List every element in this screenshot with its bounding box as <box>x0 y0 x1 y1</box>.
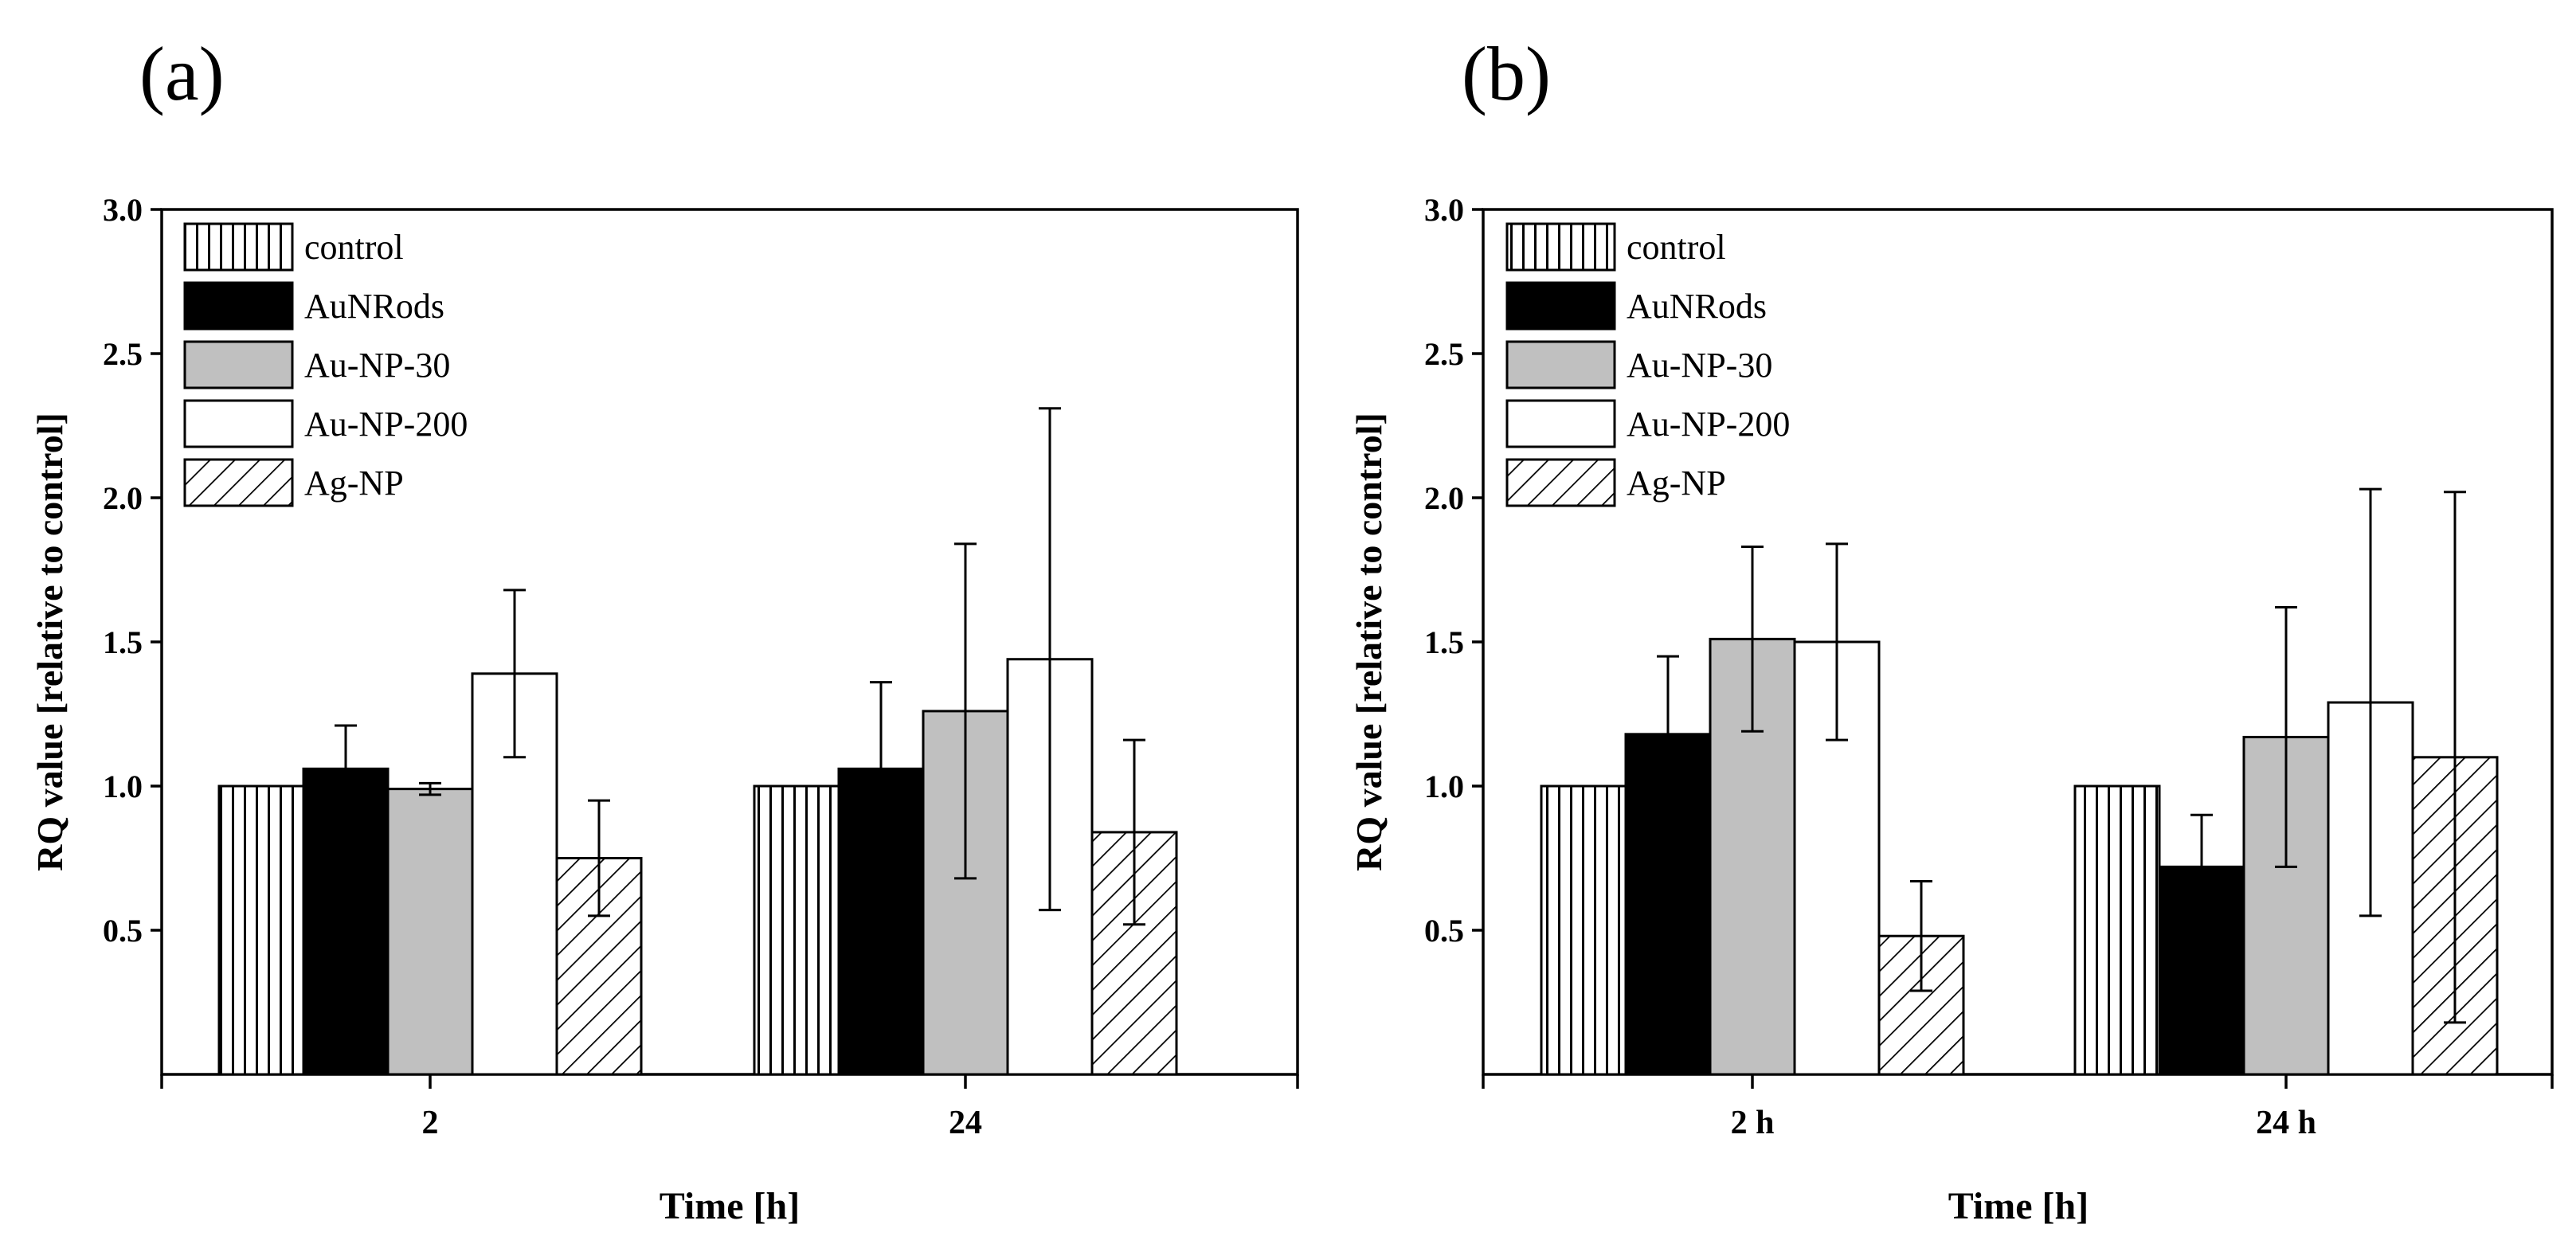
y-tick-label: 0.5 <box>1424 913 1464 949</box>
legend-label: AuNRods <box>1627 287 1767 326</box>
y-tick-label: 1.5 <box>103 624 143 660</box>
legend-label: Ag-NP <box>304 464 404 503</box>
x-tick-label: 24 <box>949 1105 982 1141</box>
legend: control AuNRods Au-NP-30 Au-NP-200 Ag-NP <box>183 222 468 507</box>
legend-swatch-au-np-30 <box>1505 340 1616 389</box>
legend-swatch-control <box>183 222 294 272</box>
legend-swatch-au-np-200 <box>1505 399 1616 448</box>
panel-label: (b) <box>1462 31 1551 116</box>
legend-swatch-control <box>1505 222 1616 272</box>
x-tick-label: 2 h <box>1731 1105 1775 1141</box>
legend-label: Au-NP-30 <box>304 346 450 385</box>
x-axis-label: Time [h] <box>660 1185 800 1227</box>
legend-label: control <box>304 228 404 267</box>
y-axis: 0.5 1.0 1.5 2.0 2.5 3.0 <box>103 192 162 949</box>
y-tick-label: 0.5 <box>103 913 143 949</box>
legend-swatch-au-np-30 <box>183 340 294 389</box>
legend-swatch-ag-np <box>1505 458 1616 507</box>
legend-label: Au-NP-200 <box>304 405 468 444</box>
y-tick-label: 1.0 <box>1424 769 1464 804</box>
legend-label: Au-NP-200 <box>1627 405 1790 444</box>
legend-swatch-au-np-200 <box>183 399 294 448</box>
x-axis: 2 h 24 h <box>1482 1074 2554 1141</box>
x-axis-label: Time [h] <box>1948 1185 2089 1227</box>
panel-a: (a) 0.5 1.0 1.5 2.0 2.5 3.0 2 24 control AuNRod… <box>29 31 1299 1227</box>
legend-label: AuNRods <box>304 287 444 326</box>
y-tick-label: 2.0 <box>103 480 143 516</box>
bar-ag-np <box>555 857 643 1076</box>
bars <box>1540 487 2499 1076</box>
y-tick-label: 3.0 <box>1424 192 1464 228</box>
panel-label: (a) <box>139 31 225 116</box>
y-axis-label: RQ value [relative to control] <box>29 413 70 871</box>
legend-label: control <box>1627 228 1726 267</box>
bar-control <box>1540 784 1627 1076</box>
bar-ag-np <box>1090 831 1178 1076</box>
bar-control <box>2073 784 2161 1076</box>
bar-au-np-200 <box>471 672 558 1076</box>
panel-b: (b) 0.5 1.0 1.5 2.0 2.5 3.0 2 h 24 h control Au… <box>1349 31 2554 1227</box>
bar-control <box>217 784 305 1076</box>
y-tick-label: 1.5 <box>1424 624 1464 660</box>
y-tick-label: 2.5 <box>103 336 143 372</box>
y-tick-label: 2.0 <box>1424 480 1464 516</box>
bar-aunrods <box>302 767 390 1076</box>
x-tick-label: 2 <box>422 1105 439 1141</box>
y-tick-label: 1.0 <box>103 769 143 804</box>
y-tick-label: 2.5 <box>1424 336 1464 372</box>
legend-label: Au-NP-30 <box>1627 346 1772 385</box>
x-axis: 2 24 <box>160 1074 1299 1141</box>
legend: control AuNRods Au-NP-30 Au-NP-200 Ag-NP <box>1505 222 1790 507</box>
legend-swatch-aunrods <box>1505 281 1616 331</box>
y-axis: 0.5 1.0 1.5 2.0 2.5 3.0 <box>1424 192 1483 949</box>
bar-au-np-30 <box>386 788 474 1076</box>
legend-label: Ag-NP <box>1627 464 1726 503</box>
x-tick-label: 24 h <box>2256 1105 2316 1141</box>
legend-swatch-ag-np <box>183 458 294 507</box>
bar-control <box>753 784 840 1076</box>
y-axis-label: RQ value [relative to control] <box>1349 413 1389 871</box>
legend-swatch-aunrods <box>183 281 294 331</box>
y-tick-label: 3.0 <box>103 192 143 228</box>
bars <box>217 407 1178 1076</box>
